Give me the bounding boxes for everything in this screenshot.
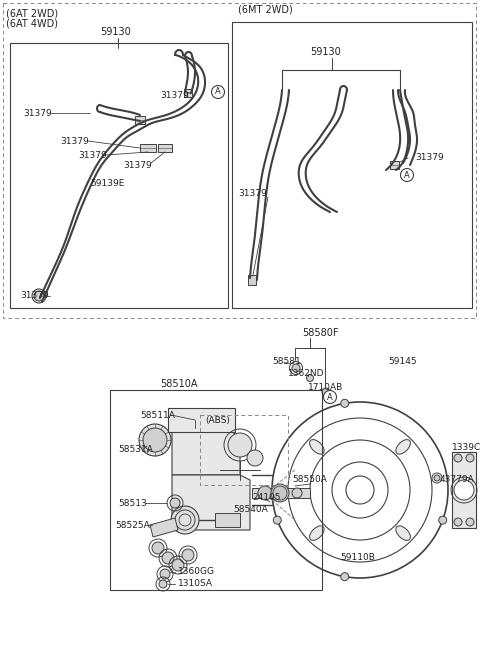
Ellipse shape <box>396 526 410 540</box>
Text: 59110B: 59110B <box>340 553 375 561</box>
Text: 24105: 24105 <box>252 492 280 501</box>
Polygon shape <box>185 89 191 95</box>
Polygon shape <box>135 116 145 124</box>
Text: 31379: 31379 <box>20 290 49 299</box>
Text: 58581: 58581 <box>272 357 301 367</box>
Circle shape <box>139 424 171 456</box>
Text: 58511A: 58511A <box>140 411 175 420</box>
Text: 31379: 31379 <box>415 153 444 163</box>
Text: 31379: 31379 <box>238 188 267 197</box>
Text: 58531A: 58531A <box>118 445 153 455</box>
Circle shape <box>182 549 194 561</box>
Text: (6AT 2WD): (6AT 2WD) <box>6 9 58 19</box>
Text: 31379: 31379 <box>123 161 152 170</box>
Text: 1710AB: 1710AB <box>308 384 343 393</box>
Polygon shape <box>168 408 235 432</box>
Polygon shape <box>172 430 240 475</box>
Text: 43779A: 43779A <box>440 476 475 484</box>
Text: 1310SA: 1310SA <box>178 580 213 588</box>
Text: 58525A: 58525A <box>115 520 150 530</box>
Text: 58510A: 58510A <box>160 379 197 389</box>
Text: 58580F: 58580F <box>302 328 338 338</box>
Polygon shape <box>150 518 178 537</box>
Circle shape <box>454 518 462 526</box>
Polygon shape <box>140 144 156 152</box>
Ellipse shape <box>396 440 410 454</box>
Circle shape <box>170 498 180 508</box>
Circle shape <box>400 168 413 182</box>
Text: (ABS): (ABS) <box>205 415 230 424</box>
Text: 59130: 59130 <box>100 27 131 37</box>
Text: 1339CD: 1339CD <box>452 443 480 453</box>
Polygon shape <box>158 144 172 152</box>
Circle shape <box>258 486 272 500</box>
Circle shape <box>247 450 263 466</box>
Text: 1362ND: 1362ND <box>288 370 324 378</box>
Circle shape <box>434 475 440 481</box>
Circle shape <box>439 516 447 524</box>
Text: A: A <box>215 88 221 97</box>
Circle shape <box>228 433 252 457</box>
Text: (6MT 2WD): (6MT 2WD) <box>238 5 293 15</box>
Circle shape <box>322 388 330 396</box>
Circle shape <box>307 374 313 382</box>
Ellipse shape <box>310 440 324 454</box>
Text: 31379: 31379 <box>60 136 89 145</box>
Circle shape <box>159 580 167 588</box>
Circle shape <box>292 364 300 372</box>
Text: 58550A: 58550A <box>292 476 327 484</box>
Circle shape <box>212 86 225 99</box>
Circle shape <box>324 390 336 403</box>
Circle shape <box>341 572 348 580</box>
Circle shape <box>273 516 281 524</box>
Ellipse shape <box>310 526 324 540</box>
Polygon shape <box>252 488 310 498</box>
Text: 1360GG: 1360GG <box>178 567 215 576</box>
Text: 59145: 59145 <box>388 357 417 367</box>
Circle shape <box>466 518 474 526</box>
Circle shape <box>454 454 462 462</box>
Text: 59130: 59130 <box>310 47 341 57</box>
Polygon shape <box>248 275 256 285</box>
Text: A: A <box>404 170 410 180</box>
Circle shape <box>34 291 44 301</box>
Circle shape <box>160 569 170 579</box>
Text: (6AT 4WD): (6AT 4WD) <box>6 19 58 29</box>
Circle shape <box>152 542 164 554</box>
Circle shape <box>271 484 289 502</box>
Text: 31379: 31379 <box>78 151 107 159</box>
Circle shape <box>172 559 184 571</box>
Circle shape <box>162 552 174 564</box>
Circle shape <box>454 480 474 500</box>
Text: 58540A: 58540A <box>233 505 268 515</box>
Polygon shape <box>389 161 398 169</box>
Circle shape <box>466 454 474 462</box>
Circle shape <box>143 428 167 452</box>
Polygon shape <box>452 452 476 528</box>
Text: 59139E: 59139E <box>90 178 124 188</box>
Circle shape <box>171 506 199 534</box>
Text: 58513: 58513 <box>118 499 147 507</box>
Circle shape <box>292 488 302 498</box>
Text: 31379: 31379 <box>23 109 52 118</box>
Polygon shape <box>172 475 250 530</box>
Circle shape <box>341 399 348 407</box>
Polygon shape <box>184 89 192 97</box>
Text: 31379: 31379 <box>160 91 189 99</box>
Polygon shape <box>215 513 240 527</box>
Text: A: A <box>327 393 333 401</box>
